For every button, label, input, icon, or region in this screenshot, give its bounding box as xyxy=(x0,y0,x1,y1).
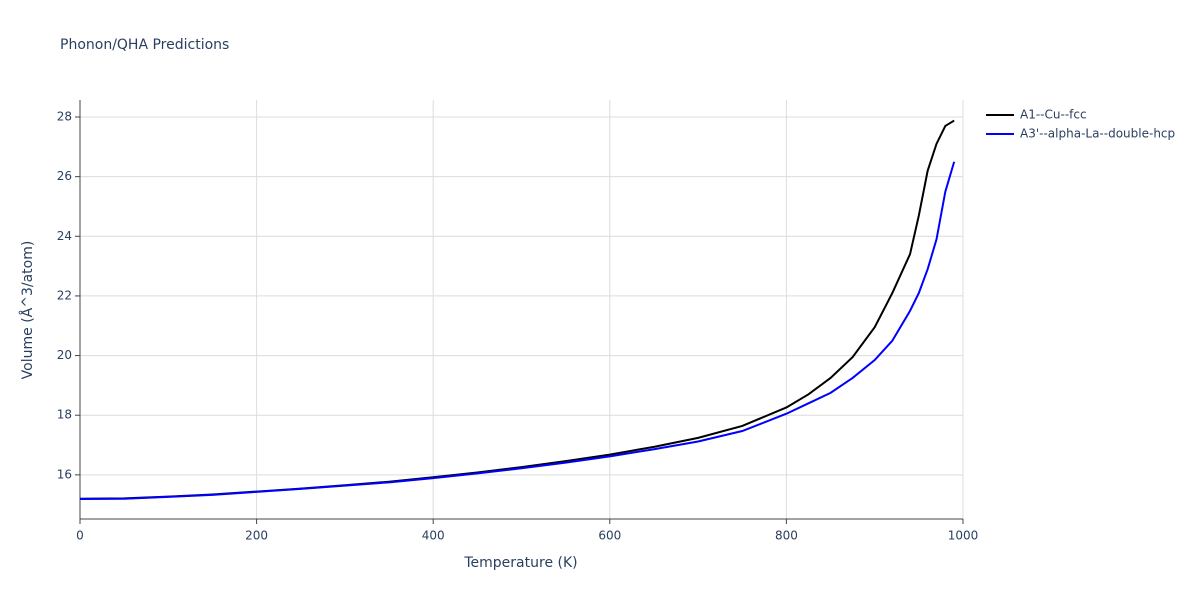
x-tick-label: 0 xyxy=(76,529,84,543)
x-tick-label: 1000 xyxy=(948,529,979,543)
line-series xyxy=(79,119,955,500)
y-tick-label: 22 xyxy=(57,288,72,302)
x-tick-label: 400 xyxy=(422,529,445,543)
chart-title: Phonon/QHA Predictions xyxy=(60,37,229,53)
y-tick-label: 26 xyxy=(57,169,72,183)
x-tick-label: 200 xyxy=(245,529,268,543)
line-series xyxy=(79,161,956,501)
y-tick-label: 16 xyxy=(57,467,72,481)
legend-label: A3'--alpha-La--double-hcp xyxy=(1020,127,1175,141)
x-tick-label: 800 xyxy=(775,529,798,543)
x-axis-label: Temperature (K) xyxy=(463,555,577,571)
y-tick-label: 18 xyxy=(57,408,72,422)
legend-label: A1--Cu--fcc xyxy=(1020,108,1087,122)
y-tick-label: 20 xyxy=(57,348,72,362)
y-axis-label: Volume (Å^3/atom) xyxy=(19,241,36,380)
y-tick-label: 28 xyxy=(57,109,72,123)
y-tick-label: 24 xyxy=(57,229,72,243)
x-tick-label: 600 xyxy=(598,529,621,543)
